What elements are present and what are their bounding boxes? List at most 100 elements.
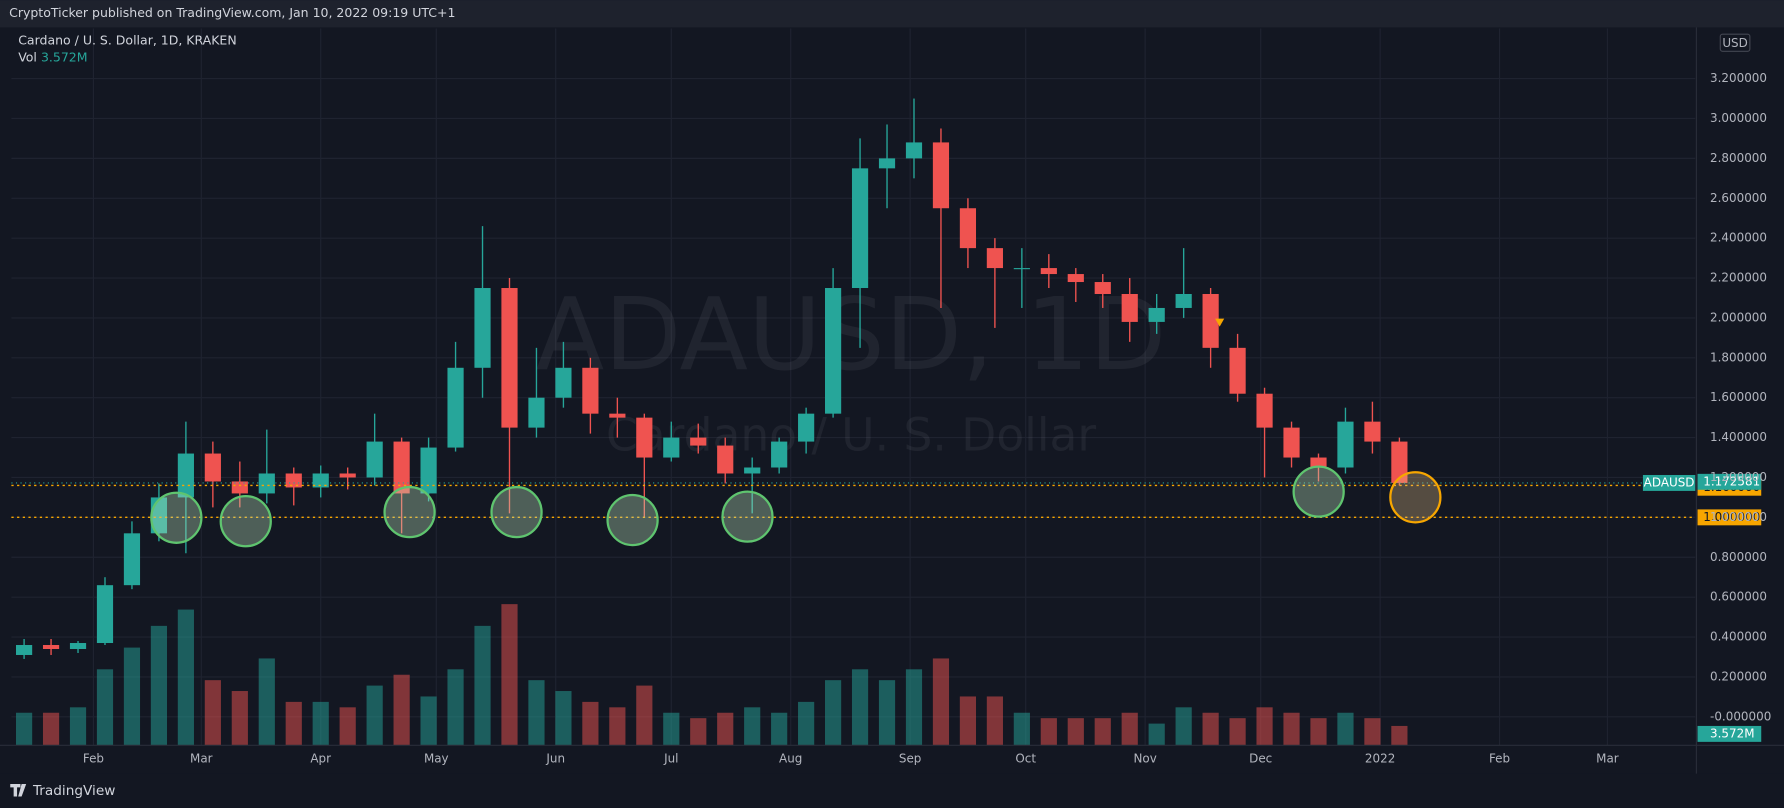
volume-bar (204, 680, 221, 746)
volume-bar (1148, 723, 1165, 746)
volume-bar (1013, 712, 1030, 746)
symbol-tag-label: ADAUSD (1644, 475, 1695, 489)
y-tick-label: 2.600000 (1710, 191, 1767, 205)
y-tick-label: 0.600000 (1710, 590, 1767, 604)
candle-body (771, 441, 788, 468)
brand: TradingView (32, 783, 115, 799)
candle-body (1040, 268, 1057, 275)
candle-body (582, 367, 599, 414)
x-tick-label: Mar (1596, 751, 1619, 765)
candle-body (959, 208, 977, 249)
candle-body (1175, 293, 1192, 308)
candle-body (204, 453, 221, 482)
volume-bar (1040, 718, 1057, 746)
candle-body (501, 288, 518, 428)
volume-bar (1256, 707, 1273, 746)
x-tick-label: Mar (190, 751, 213, 765)
candle-body (986, 248, 1003, 269)
candle-body (825, 288, 842, 414)
volume-bar (1202, 712, 1219, 746)
candle-body (798, 413, 815, 442)
candle-body (905, 142, 923, 159)
volume-bar (528, 680, 545, 746)
candle-body (1121, 293, 1138, 322)
x-tick-label: Feb (83, 751, 104, 765)
candle-body (42, 645, 60, 649)
level-tag-label: 1.000000 (1703, 510, 1760, 524)
volume-bar (771, 712, 788, 746)
candle-body (393, 441, 410, 494)
volume-bar (905, 669, 923, 746)
candle-body (609, 413, 626, 418)
candle-body (96, 585, 114, 644)
candle-body (555, 367, 572, 398)
volume-bar (986, 696, 1003, 746)
volume-bar (501, 604, 518, 746)
symbol-title: Cardano / U. S. Dollar, 1D, KRAKEN (18, 33, 236, 48)
volume-bar (42, 712, 60, 746)
y-tick-label: 1.800000 (1710, 350, 1767, 364)
volume-bar (1337, 712, 1354, 746)
x-tick-label: Apr (310, 751, 331, 765)
volume-bar (609, 707, 626, 746)
volume-bar (1283, 712, 1300, 746)
volume-pane (16, 604, 1408, 746)
volume-bar (258, 658, 275, 746)
volume-bar (663, 712, 680, 746)
candle-body (420, 447, 437, 494)
candles (16, 98, 1408, 659)
candle-body (231, 481, 248, 494)
y-tick-label: 2.800000 (1710, 151, 1767, 165)
volume-bar (69, 707, 87, 746)
circle (606, 493, 659, 547)
annotation-circles (150, 318, 1442, 548)
candle-body (636, 417, 653, 458)
volume-bar (825, 680, 842, 746)
candle-body (285, 473, 302, 488)
candle-body (690, 437, 707, 446)
volume-bar (177, 609, 194, 746)
circle (490, 485, 543, 539)
candle-body (1256, 393, 1273, 428)
candle-body (1283, 427, 1300, 458)
footer (0, 773, 1784, 808)
candle-body (16, 645, 33, 655)
x-tick-label: Nov (1133, 751, 1156, 765)
candle-body (123, 533, 141, 586)
candle-body (1391, 441, 1408, 483)
volume-bar (420, 696, 437, 746)
volume-bar (1121, 712, 1138, 746)
y-tick-label: 0.400000 (1710, 630, 1767, 644)
candle-body (474, 288, 491, 368)
candle-body (717, 445, 734, 474)
y-tick-label: 1.600000 (1710, 390, 1767, 404)
x-tick-label: Oct (1015, 751, 1036, 765)
axes: Feb Mar Apr May Jun Jul Aug Sep Oct Nov Dec 2022 Feb… (83, 71, 1771, 765)
y-tick-label: 2.200000 (1710, 271, 1767, 285)
grid (11, 28, 1696, 746)
x-tick-label: Aug (779, 751, 802, 765)
volume-bar (717, 712, 734, 746)
y-tick-label: 1.000000 (1710, 510, 1767, 524)
candle-body (1364, 421, 1381, 442)
candle-body (366, 441, 383, 478)
volume-bar (285, 701, 302, 746)
volume-bar (690, 718, 707, 746)
candle-body (851, 168, 869, 289)
volume-bar (366, 685, 383, 746)
volume-bar (312, 701, 329, 746)
volume-bar (636, 685, 653, 746)
y-tick-label: 3.200000 (1710, 71, 1767, 85)
x-tick-label: May (424, 751, 449, 765)
volume-bar (1094, 718, 1111, 746)
candle-body (1094, 282, 1111, 294)
x-tick-label: 2022 (1365, 751, 1395, 765)
y-tick-label: 2.000000 (1710, 310, 1767, 324)
candle-body (177, 453, 194, 498)
volume-bar (1391, 725, 1408, 746)
marker (1215, 318, 1225, 327)
volume-bar (1175, 707, 1192, 746)
x-tick-label: Dec (1249, 751, 1272, 765)
x-tick-label: Sep (899, 751, 921, 765)
